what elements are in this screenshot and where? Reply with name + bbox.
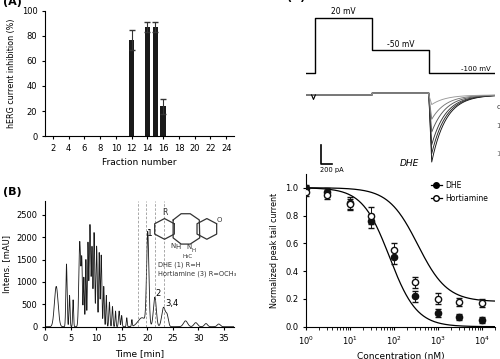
Text: 1 nM: 1 nM xyxy=(497,123,500,129)
Bar xyxy=(152,27,158,136)
Y-axis label: Normalized peak tail current: Normalized peak tail current xyxy=(270,193,280,308)
Text: (A): (A) xyxy=(4,0,22,6)
Bar xyxy=(129,39,134,136)
X-axis label: Concentration (nM): Concentration (nM) xyxy=(356,352,444,359)
Text: 3,4: 3,4 xyxy=(165,299,178,308)
Bar xyxy=(160,106,166,136)
X-axis label: Fraction number: Fraction number xyxy=(102,158,177,167)
Legend: DHE, Hortiamine: DHE, Hortiamine xyxy=(428,178,491,206)
Y-axis label: hERG current inhibition (%): hERG current inhibition (%) xyxy=(7,19,16,128)
Text: 20 mV: 20 mV xyxy=(332,7,356,16)
Text: (B): (B) xyxy=(4,187,22,197)
Text: (C): (C) xyxy=(287,0,306,3)
Text: -100 mV: -100 mV xyxy=(462,66,491,71)
Text: DHE: DHE xyxy=(400,159,419,168)
Text: 100 ms: 100 ms xyxy=(320,176,345,182)
Text: 10⁴ nM: 10⁴ nM xyxy=(497,151,500,157)
Text: -50 mV: -50 mV xyxy=(386,40,414,50)
Text: 200 pA: 200 pA xyxy=(320,167,344,173)
Text: 2: 2 xyxy=(156,289,161,298)
Y-axis label: Intens. [mAU]: Intens. [mAU] xyxy=(2,235,11,293)
Text: 1: 1 xyxy=(147,229,153,238)
Bar xyxy=(144,27,150,136)
X-axis label: Time [min]: Time [min] xyxy=(115,349,164,358)
Text: control: control xyxy=(497,103,500,109)
